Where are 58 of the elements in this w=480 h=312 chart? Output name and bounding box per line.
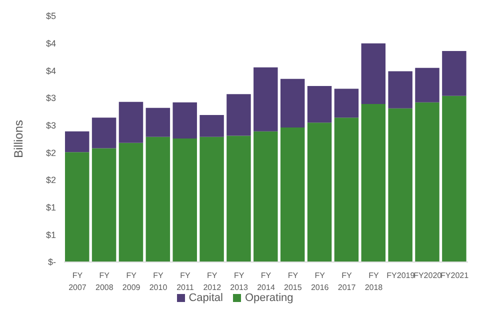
y-tick-label: $1 [46, 202, 56, 213]
x-tick-label: FY 2012 [203, 271, 222, 292]
y-tick-label: $2 [46, 148, 56, 158]
x-tick-label: FY 2015 [284, 271, 302, 292]
x-tick-label: FY 2014 [257, 271, 276, 292]
y-tick-label: $3 [46, 93, 56, 104]
bar [307, 122, 332, 262]
y-axis-title: Billions [11, 120, 26, 158]
x-tick-label: FY 2010 [149, 271, 168, 292]
bar [118, 102, 144, 143]
bar [388, 71, 412, 108]
bar [65, 152, 90, 262]
bar [415, 68, 440, 102]
bar [146, 136, 170, 262]
bar [172, 138, 197, 262]
x-tick-label: FY 2009 [122, 271, 141, 292]
y-tick-label: $3 [46, 120, 56, 131]
bar [146, 108, 170, 137]
bar [334, 118, 359, 262]
bar [334, 88, 359, 118]
bar [92, 118, 116, 148]
y-tick-label: $5 [46, 11, 56, 22]
x-tick-label: FY 2018 [364, 271, 384, 292]
bar [118, 142, 144, 262]
bar [65, 131, 90, 152]
x-tick-label: FY 2016 [310, 271, 330, 292]
bar [442, 96, 466, 262]
x-tick-label: FY2021 [440, 271, 470, 280]
x-tick-label: FY 2007 [68, 271, 87, 292]
x-tick-label: FY2019 [386, 271, 416, 280]
bar [226, 136, 251, 262]
bar [200, 114, 224, 137]
bar [254, 131, 278, 262]
y-tick-label: $1 [46, 230, 56, 240]
y-tick-label: $- [48, 257, 56, 268]
bar [361, 43, 386, 104]
bar [172, 102, 197, 138]
legend-label: Operating [244, 292, 294, 304]
y-tick-label: $2 [46, 175, 56, 186]
x-tick-label: FY 2011 [176, 271, 194, 292]
bar [415, 102, 440, 262]
bar [280, 128, 305, 262]
bar [280, 78, 305, 128]
x-tick-label: FY2020 [414, 271, 442, 280]
x-tick-label: FY 2017 [338, 271, 356, 292]
bar [307, 86, 332, 123]
y-tick-label: $4 [46, 38, 56, 49]
bar [388, 108, 412, 262]
bar [200, 136, 224, 262]
x-tick-label: FY 2008 [96, 271, 114, 292]
bar [226, 94, 251, 136]
bar [442, 50, 466, 96]
bar [92, 148, 116, 262]
x-tick-label: FY 2013 [230, 271, 249, 292]
bar [254, 67, 278, 132]
bar [361, 104, 386, 262]
legend-label: Capital [188, 292, 223, 304]
y-tick-label: $4 [46, 66, 56, 76]
